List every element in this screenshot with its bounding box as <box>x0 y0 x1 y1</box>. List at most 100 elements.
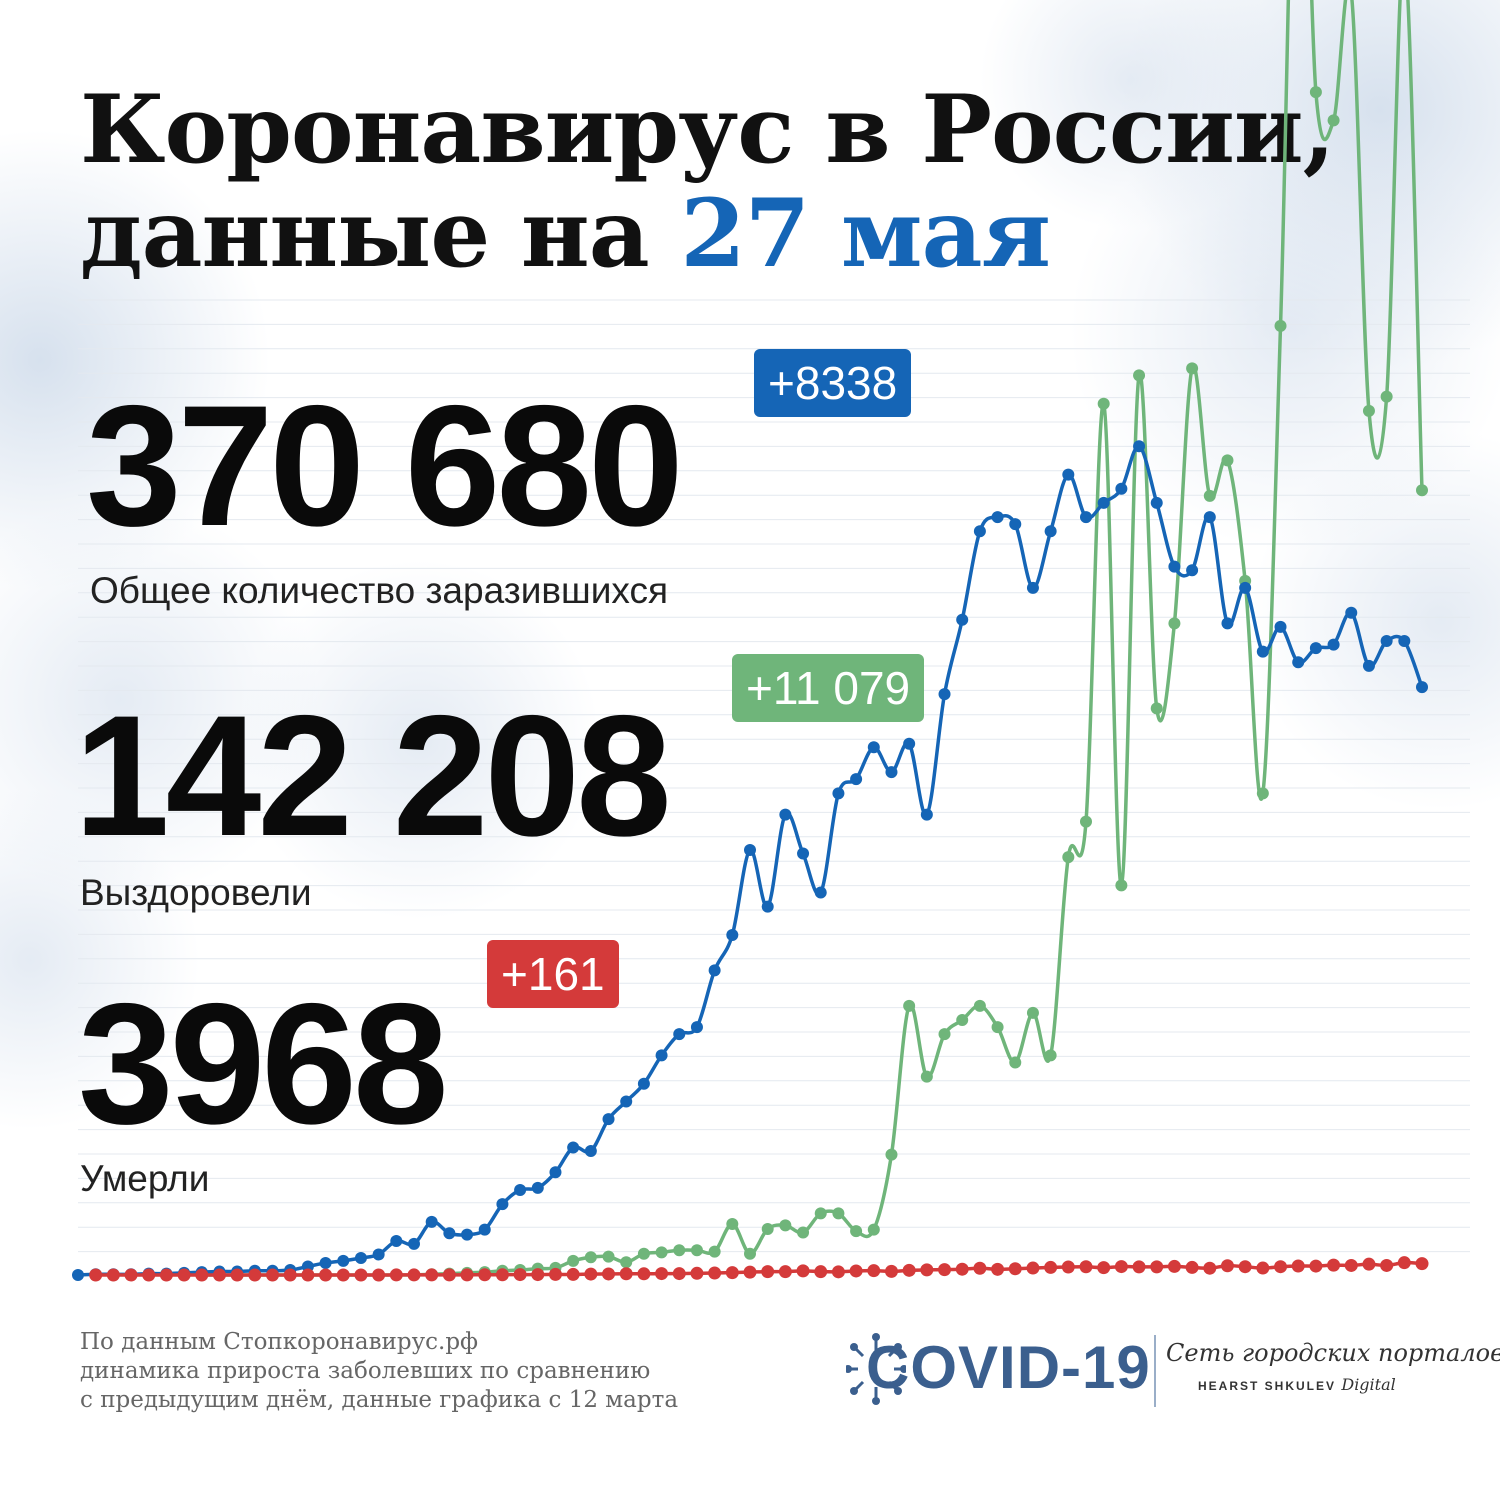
data-point-deaths <box>1203 1261 1217 1275</box>
data-point-deaths <box>230 1268 244 1282</box>
data-point-infected <box>797 847 810 860</box>
data-point-infected <box>337 1254 350 1267</box>
data-point-deaths <box>478 1268 492 1282</box>
data-point-deaths <box>796 1264 810 1278</box>
data-point-deaths <box>955 1262 969 1276</box>
data-point-deaths <box>1220 1259 1234 1273</box>
virus-icon <box>846 1333 906 1405</box>
data-point-recovered <box>567 1254 580 1267</box>
data-point-deaths <box>1185 1260 1199 1274</box>
data-point-infected <box>761 900 774 913</box>
network-name: Сеть городских порталов <box>1166 1339 1500 1367</box>
data-point-recovered <box>708 1245 721 1258</box>
deaths-label: Умерли <box>80 1158 210 1199</box>
data-point-deaths <box>1079 1260 1093 1274</box>
data-point-recovered <box>779 1219 792 1232</box>
data-point-deaths <box>1274 1260 1288 1274</box>
data-point-deaths <box>637 1267 651 1281</box>
data-point-infected <box>832 787 845 800</box>
data-point-recovered <box>1416 484 1428 497</box>
data-point-infected <box>814 886 827 899</box>
data-point-deaths <box>1256 1261 1270 1275</box>
data-point-deaths <box>513 1268 527 1282</box>
data-point-recovered <box>1115 879 1128 892</box>
data-point-infected <box>390 1235 403 1247</box>
data-point-infected <box>1345 606 1358 619</box>
data-point-infected <box>461 1228 474 1241</box>
data-point-recovered <box>920 1070 933 1083</box>
data-point-infected <box>1256 645 1269 658</box>
data-point-deaths <box>867 1264 881 1278</box>
data-point-infected <box>690 1021 703 1034</box>
data-point-deaths <box>389 1268 403 1282</box>
data-point-deaths <box>902 1263 916 1277</box>
data-point-recovered <box>1256 787 1269 800</box>
data-point-deaths <box>1327 1258 1341 1272</box>
data-point-recovered <box>1362 404 1375 417</box>
data-point-deaths <box>1026 1261 1040 1275</box>
data-point-deaths <box>1044 1260 1058 1274</box>
data-point-deaths <box>1344 1258 1358 1272</box>
series-line-deaths <box>95 1260 1423 1277</box>
data-point-infected <box>1080 511 1092 524</box>
data-point-recovered <box>850 1225 863 1238</box>
data-point-recovered <box>1327 114 1340 127</box>
recovered-count: 142 208 <box>74 680 672 872</box>
data-point-deaths <box>1132 1260 1146 1274</box>
source-footnote: По данным Стопкоронавирус.рф динамика пр… <box>80 1328 678 1415</box>
data-point-recovered <box>973 999 986 1012</box>
data-point-infected <box>443 1227 456 1240</box>
recovered-label: Выздоровели <box>80 872 312 913</box>
data-point-infected <box>1186 564 1199 577</box>
data-point-infected <box>425 1215 438 1228</box>
data-point-recovered <box>761 1222 774 1235</box>
data-point-deaths <box>319 1268 333 1282</box>
data-point-deaths <box>1397 1256 1411 1270</box>
network-brand-name: HEARST SHKULEV <box>1198 1379 1337 1393</box>
data-point-infected <box>602 1113 615 1126</box>
data-point-infected <box>956 613 969 626</box>
data-point-deaths <box>743 1265 757 1279</box>
data-point-deaths <box>619 1267 633 1281</box>
data-point-infected <box>1026 581 1039 594</box>
data-point-infected <box>478 1223 491 1236</box>
data-point-recovered <box>885 1148 898 1161</box>
data-point-infected <box>319 1256 332 1269</box>
title-line-1: Коронавирус в России, <box>80 75 1335 185</box>
data-point-deaths <box>283 1268 297 1282</box>
data-point-deaths <box>266 1268 280 1282</box>
data-point-recovered <box>938 1028 951 1041</box>
data-point-deaths <box>495 1268 509 1282</box>
infected-count: 370 680 <box>86 370 684 562</box>
footnote-line-3: с предыдущим днём, данные графика с 12 м… <box>80 1387 679 1413</box>
data-point-recovered <box>744 1247 756 1260</box>
data-point-recovered <box>620 1256 633 1269</box>
stat-infected: 370 680 Общее количество заразившихся <box>86 370 684 612</box>
data-point-recovered <box>1133 369 1146 382</box>
data-point-infected <box>408 1237 420 1250</box>
data-point-deaths <box>814 1265 828 1279</box>
data-point-infected <box>1150 496 1163 509</box>
data-point-recovered <box>637 1247 650 1260</box>
stat-deaths: 3968 Умерли <box>78 978 449 1200</box>
data-point-infected <box>531 1181 544 1194</box>
data-point-deaths <box>142 1268 156 1282</box>
data-point-recovered <box>655 1246 668 1259</box>
data-point-deaths <box>973 1261 987 1275</box>
data-point-deaths <box>159 1268 173 1282</box>
title-date: 27 мая <box>680 179 1051 289</box>
data-point-deaths <box>1291 1259 1305 1273</box>
data-point-deaths <box>1362 1257 1376 1271</box>
data-point-recovered <box>1026 1006 1039 1019</box>
data-point-deaths <box>531 1268 545 1282</box>
data-point-recovered <box>814 1207 827 1220</box>
data-point-deaths <box>584 1267 598 1281</box>
data-point-deaths <box>1309 1259 1323 1273</box>
chart-series <box>72 0 1429 1282</box>
network-brand: HEARST SHKULEV Digital <box>1198 1375 1396 1394</box>
data-point-deaths <box>124 1268 138 1282</box>
data-point-infected <box>1221 617 1234 630</box>
data-point-infected <box>726 929 739 941</box>
data-point-deaths <box>460 1268 474 1282</box>
data-point-infected <box>567 1141 580 1154</box>
